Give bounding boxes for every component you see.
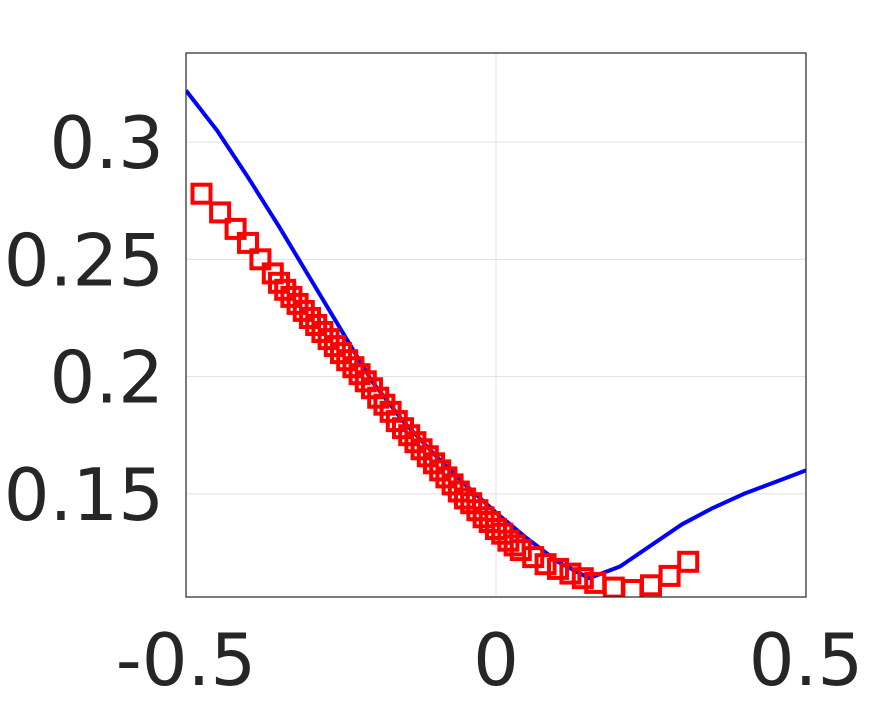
data-point-square: [602, 576, 625, 597]
data-point-square: [547, 557, 569, 580]
data-point-square: [559, 562, 582, 585]
data-point-square: [209, 201, 232, 224]
data-point-square: [237, 231, 259, 254]
y-tick-label: 0.2: [49, 336, 164, 420]
x-tick-label: -0.5: [116, 618, 256, 702]
axes-frame: [185, 52, 807, 598]
plot-area: [186, 89, 806, 597]
data-point-square: [472, 506, 495, 529]
data-point-square: [454, 487, 476, 510]
data-point-square: [224, 217, 247, 240]
data-point-square: [249, 248, 272, 271]
grid: [185, 53, 807, 597]
data-point-square: [658, 564, 681, 587]
data-point-square: [571, 567, 594, 590]
tick-labels: -0.5 0 0.5 0.15 0.2 0.25 0.3: [4, 101, 864, 702]
y-tick-label: 0.15: [4, 453, 164, 537]
data-point-square: [621, 579, 644, 597]
y-tick-label: 0.3: [49, 101, 164, 185]
y-tick-label: 0.25: [4, 218, 164, 302]
data-point-square: [677, 550, 700, 573]
x-tick-label: 0: [473, 618, 519, 702]
data-point-square: [485, 518, 507, 540]
data-point-square: [640, 574, 662, 597]
data-point-square: [534, 553, 557, 576]
data-point-square: [503, 534, 526, 557]
data-point-square: [190, 182, 213, 205]
x-tick-label: 0.5: [749, 618, 864, 702]
